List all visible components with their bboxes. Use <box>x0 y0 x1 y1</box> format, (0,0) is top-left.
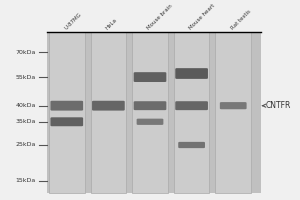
FancyBboxPatch shape <box>178 142 205 148</box>
Text: HeLa: HeLa <box>105 17 118 31</box>
FancyBboxPatch shape <box>220 102 247 109</box>
FancyBboxPatch shape <box>175 101 208 110</box>
Text: U-87MG: U-87MG <box>63 12 82 31</box>
Text: 40kDa: 40kDa <box>15 103 36 108</box>
Bar <box>49 32 85 193</box>
FancyBboxPatch shape <box>134 72 166 82</box>
FancyBboxPatch shape <box>134 101 166 110</box>
Bar <box>91 32 126 193</box>
Text: Mouse heart: Mouse heart <box>188 3 216 31</box>
Bar <box>47 32 262 193</box>
FancyBboxPatch shape <box>50 101 83 111</box>
Text: Mouse brain: Mouse brain <box>146 3 174 31</box>
Text: 70kDa: 70kDa <box>15 50 36 55</box>
Text: CNTFR: CNTFR <box>262 101 291 110</box>
FancyBboxPatch shape <box>175 68 208 79</box>
Bar <box>132 32 168 193</box>
Bar <box>174 32 209 193</box>
FancyBboxPatch shape <box>50 117 83 126</box>
Text: 55kDa: 55kDa <box>15 75 36 80</box>
Text: 25kDa: 25kDa <box>15 142 36 147</box>
Text: 15kDa: 15kDa <box>15 178 36 183</box>
FancyBboxPatch shape <box>92 101 125 111</box>
Text: Rat testis: Rat testis <box>230 9 251 31</box>
FancyBboxPatch shape <box>136 119 164 125</box>
Text: 35kDa: 35kDa <box>15 119 36 124</box>
Bar <box>215 32 251 193</box>
